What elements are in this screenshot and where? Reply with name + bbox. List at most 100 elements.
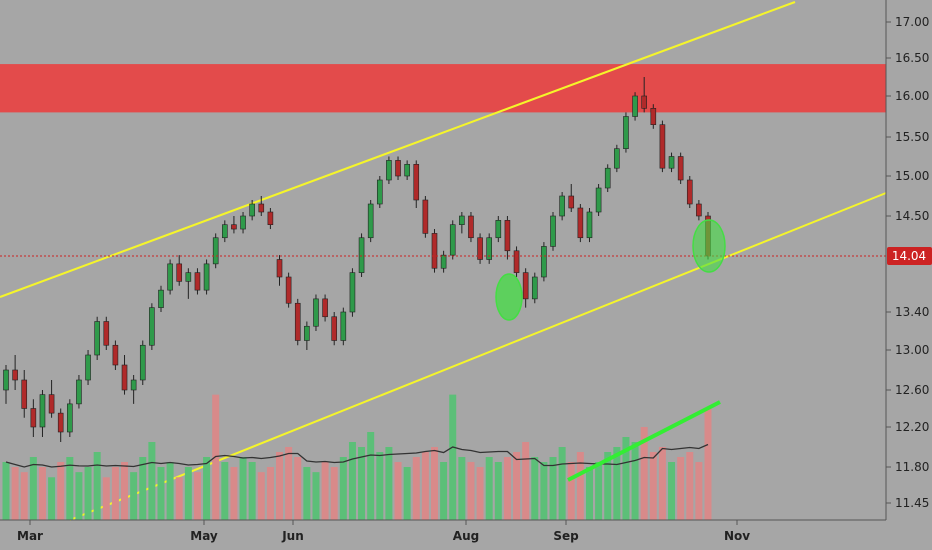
candle-body — [139, 344, 146, 381]
candle-body — [459, 215, 465, 225]
candle-body — [595, 187, 602, 213]
candle-body — [376, 179, 383, 205]
volume-bar — [513, 452, 521, 520]
candle-body — [313, 298, 319, 327]
volume-bar — [494, 462, 502, 520]
candle-body — [449, 224, 456, 256]
candle-body — [559, 195, 565, 217]
volume-bar — [193, 472, 201, 520]
volume-bar — [585, 467, 593, 520]
highlight-ellipse — [692, 219, 726, 273]
last-price-label-box — [887, 247, 932, 265]
volume-bar — [48, 477, 56, 520]
candle-body — [76, 379, 82, 405]
volume-bar — [93, 452, 101, 520]
resistance-zone — [0, 64, 886, 113]
volume-bar — [677, 457, 685, 520]
volume-bar — [576, 452, 584, 520]
candle-body — [67, 403, 73, 433]
upper-channel-line — [0, 1, 796, 298]
candle-body — [194, 272, 201, 291]
candle-body — [304, 325, 310, 341]
candle-body — [586, 211, 593, 239]
candle-body — [386, 160, 392, 181]
candle-body — [623, 116, 629, 150]
candlesticks — [3, 77, 711, 442]
candle-body — [422, 199, 429, 234]
candle-body — [276, 259, 283, 278]
volume-bar — [367, 432, 375, 520]
candle-body — [203, 263, 210, 291]
volume-bar — [166, 462, 174, 520]
candle-body — [121, 364, 128, 391]
volume-bar — [339, 457, 347, 520]
volume-bar — [540, 462, 548, 520]
x-tick-label: Mar — [17, 529, 43, 543]
candle-body — [486, 237, 492, 260]
candle-body — [331, 316, 338, 341]
candle-body — [21, 379, 28, 409]
y-tick-label: 13.00 — [895, 343, 929, 357]
volume-bar — [658, 447, 666, 520]
volume-bar — [111, 467, 119, 520]
volume-bar — [403, 467, 411, 520]
candle-body — [85, 354, 91, 381]
volume-bar — [38, 467, 46, 520]
volume-bar — [157, 467, 165, 520]
candle-body — [285, 276, 292, 304]
volume-moving-average — [5, 443, 709, 468]
candle-body — [650, 108, 657, 126]
candle-body — [258, 203, 265, 213]
candle-body — [222, 224, 228, 239]
y-tick-label: 12.20 — [895, 420, 929, 434]
volume-bar — [686, 452, 694, 520]
candle-body — [231, 224, 237, 230]
volume-bar — [522, 442, 530, 520]
candle-body — [57, 412, 64, 433]
volume-bar — [84, 467, 92, 520]
volume-bar — [604, 452, 612, 520]
y-tick-label: 14.50 — [895, 209, 929, 223]
volume-bar — [376, 452, 384, 520]
candle-body — [477, 237, 483, 260]
volume-bar — [239, 457, 247, 520]
y-tick-label: 16.50 — [895, 51, 929, 65]
y-tick-label: 15.50 — [895, 130, 929, 144]
volume-bar — [458, 457, 466, 520]
candle-body — [367, 203, 374, 239]
candle-body — [267, 211, 274, 225]
volume-bars — [2, 394, 712, 520]
volume-bar — [2, 462, 10, 520]
candle-body — [167, 263, 173, 291]
volume-bar — [348, 442, 356, 520]
volume-bar — [266, 467, 274, 520]
candle-body — [677, 156, 684, 181]
volume-bar — [567, 462, 575, 520]
candle-body — [30, 408, 37, 428]
volume-bar — [11, 467, 19, 520]
last-price-label: 14.04 — [892, 249, 926, 263]
volume-bar — [203, 457, 211, 520]
y-axis: 17.00 16.50 16.00 15.50 15.00 14.50 13.40 13.00… — [886, 15, 929, 510]
volume-bar — [20, 472, 28, 520]
volume-bar — [695, 462, 703, 520]
candle-body — [614, 148, 620, 169]
volume-bar — [595, 462, 603, 520]
volume-bar — [394, 462, 402, 520]
y-tick-label: 13.40 — [895, 305, 929, 319]
candle-body — [12, 369, 18, 381]
volume-bar — [276, 452, 284, 520]
volume-bar — [148, 442, 156, 520]
volume-bar — [449, 394, 457, 520]
highlight-ellipse — [495, 273, 523, 321]
y-tick-label: 15.00 — [895, 169, 929, 183]
candle-body — [531, 276, 538, 300]
candle-body — [641, 95, 647, 109]
candle-body — [568, 195, 575, 209]
candle-body — [577, 207, 584, 239]
y-tick-label: 12.60 — [895, 383, 929, 397]
candle-body — [504, 220, 511, 252]
candle-body — [686, 179, 693, 205]
candle-body — [176, 263, 183, 282]
